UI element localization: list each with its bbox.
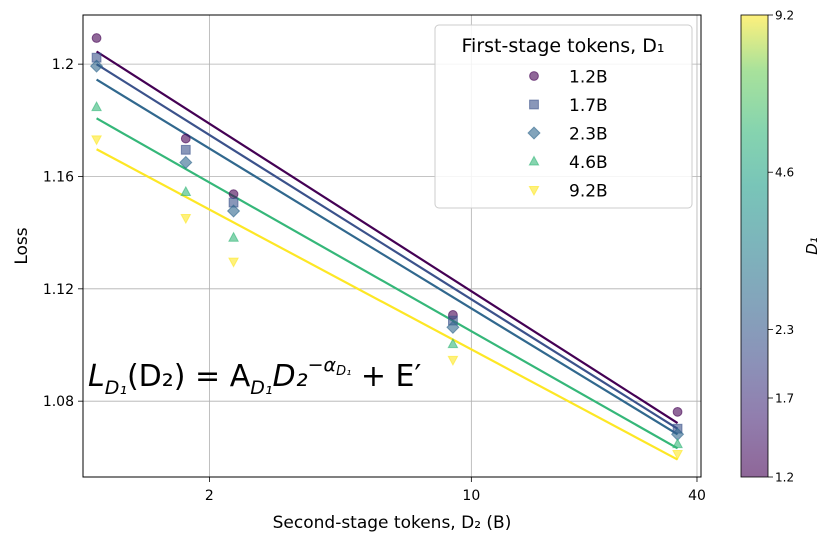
- formula-end: + E′: [351, 359, 421, 394]
- formula-base: L: [88, 359, 105, 394]
- data-point: [447, 338, 459, 349]
- colorbar-ticks: 1.2 1.7 2.3 4.6 9.2: [768, 9, 794, 485]
- data-point: [228, 257, 240, 268]
- legend-marker: [528, 185, 540, 197]
- data-points: [89, 33, 685, 461]
- data-point: [180, 185, 192, 196]
- plot-frame: [82, 14, 702, 478]
- legend-marker: [529, 71, 539, 81]
- y-tick-label: 1.2: [52, 57, 74, 73]
- legend-marker: [529, 99, 539, 110]
- y-axis-ticks: 1.08 1.12 1.16 1.2: [43, 57, 83, 410]
- data-point: [447, 355, 459, 366]
- legend-marker: [528, 155, 540, 166]
- data-point: [672, 449, 684, 461]
- y-tick-label: 1.12: [43, 282, 74, 298]
- colorbar: 1.2 1.7 2.3 4.6 9.2 D₁: [740, 9, 821, 485]
- x-tick-label: 2: [205, 488, 214, 504]
- x-axis-ticks: 2 10 40: [205, 477, 706, 504]
- fit-line: [96, 117, 679, 450]
- legend-entries: 1.2B 1.7B 2.3B 4.6B 9.2B: [527, 68, 608, 202]
- legend-label: 9.2B: [569, 182, 608, 202]
- colorbar-tick-label: 4.6: [775, 166, 794, 180]
- legend-label: 1.7B: [569, 96, 608, 116]
- legend-marker: [527, 126, 541, 140]
- formula-annotation: LD₁(D₂) = AD₁D₂−αD₁ + E′: [88, 354, 421, 399]
- data-point: [228, 189, 239, 200]
- colorbar-label: D₁: [803, 237, 821, 255]
- data-point: [89, 59, 104, 73]
- formula-mid: (D₂) = A: [127, 359, 251, 394]
- legend-label: 4.6B: [569, 153, 608, 173]
- fit-line: [95, 50, 679, 425]
- colorbar-tick-label: 9.2: [775, 9, 794, 23]
- colorbar-tick-label: 1.7: [775, 391, 794, 405]
- formula-sub1: D₁: [105, 377, 127, 399]
- legend-label: 1.2B: [569, 68, 608, 88]
- formula-exp-sub: D₁: [336, 364, 351, 379]
- data-point: [179, 155, 193, 170]
- data-point: [91, 101, 103, 112]
- data-point: [180, 214, 192, 225]
- x-axis-label: Second-stage tokens, D₂ (B): [273, 513, 512, 533]
- formula-sub2: D₁: [250, 377, 272, 399]
- data-point: [226, 204, 241, 218]
- formula-exp: −α: [308, 354, 337, 376]
- colorbar-tick-label: 1.2: [775, 471, 794, 485]
- fit-line: [95, 78, 679, 436]
- data-point: [446, 320, 460, 334]
- legend-box: [434, 24, 693, 209]
- data-point: [672, 438, 684, 449]
- y-tick-label: 1.16: [43, 169, 74, 185]
- data-point: [672, 406, 683, 417]
- data-point: [228, 231, 240, 242]
- fit-line: [95, 63, 679, 430]
- data-point: [180, 133, 191, 144]
- legend-title: First-stage tokens, D₁: [462, 35, 665, 57]
- fit-lines: [95, 50, 679, 461]
- legend: First-stage tokens, D₁ 1.2B 1.7B 2.3B 4.6B 9…: [434, 24, 693, 209]
- legend-label: 2.3B: [569, 125, 608, 145]
- formula-d: D₂: [273, 359, 308, 394]
- x-tick-label: 40: [688, 488, 706, 504]
- colorbar-gradient: [740, 14, 769, 478]
- colorbar-tick-label: 2.3: [775, 323, 794, 337]
- data-point: [180, 144, 191, 155]
- fit-line: [96, 148, 679, 461]
- y-axis-label: Loss: [12, 227, 32, 264]
- x-tick-label: 10: [462, 488, 480, 504]
- data-point: [91, 33, 102, 43]
- data-point: [91, 135, 103, 146]
- y-tick-label: 1.08: [43, 394, 74, 410]
